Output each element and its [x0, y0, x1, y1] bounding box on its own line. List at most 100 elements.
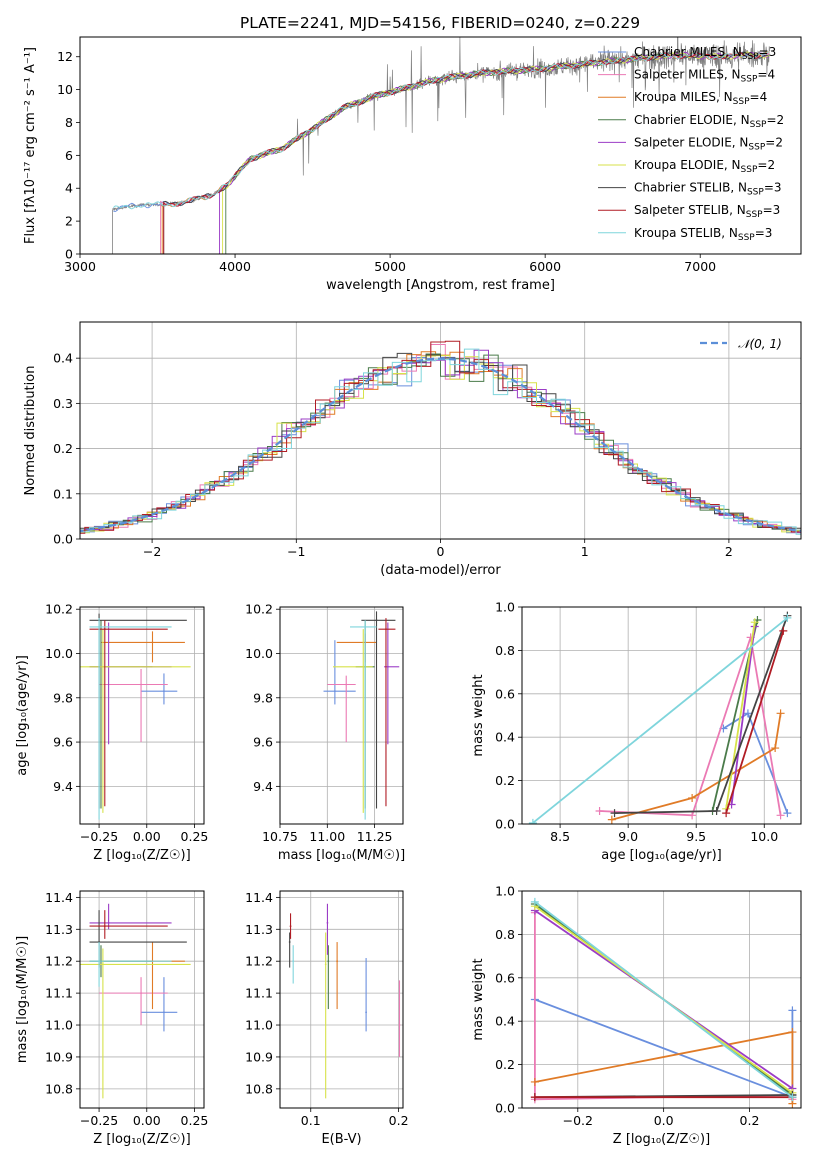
legend-nssp: =3 [764, 181, 782, 195]
y-tick-label: 0.0 [495, 817, 515, 832]
weight-marker-8 [530, 897, 539, 906]
legend-label: Salpeter STELIB, NSSP=3 [634, 203, 780, 220]
y-axis-label: mass [log₁₀(M/M☉)] [15, 936, 30, 1063]
y-tick-label: 11.4 [45, 890, 73, 905]
weight-marker-2 [788, 1028, 797, 1037]
y-tick-label: 0 [65, 247, 73, 262]
weight-line-2 [611, 713, 782, 821]
data-point-7 [385, 628, 387, 631]
weight-marker-2 [688, 793, 697, 802]
legend: Chabrier MILES, NSSP=3 Salpeter MILES, N S… [598, 45, 784, 243]
y-tick-label: 10.0 [45, 646, 73, 661]
x-axis-label: Z [log₁₀(Z/Z☉)] [613, 1132, 710, 1147]
data-point-5 [101, 665, 104, 668]
y-axis-label: mass weight [471, 674, 486, 756]
x-tick-label: −2 [143, 544, 161, 559]
x-axis-label: mass [log₁₀(M/M☉)] [278, 848, 405, 863]
data-point-1 [140, 683, 142, 686]
y-tick-label: 0.3 [53, 396, 73, 411]
legend-label: Kroupa MILES, NSSP=4 [634, 90, 767, 107]
data-point-1 [398, 1024, 401, 1026]
plot-area [80, 322, 801, 539]
panel-residuals: −2 −1 0 1 2 0.0 0.1 0.2 0.3 0.4 (data-model)/error… [23, 321, 802, 578]
x-tick-label: 11.25 [357, 829, 393, 844]
y-tick-label: 0.8 [495, 643, 515, 658]
x-axis-label: wavelength [Angstrom, rest frame] [326, 278, 555, 293]
y-tick-label: 11.2 [45, 954, 73, 969]
legend-subscript: SSP [746, 210, 763, 220]
axes-frame [521, 606, 802, 825]
y-tick-label: 1.0 [495, 884, 515, 899]
y-tick-label: 0.8 [495, 927, 515, 942]
legend-nssp: =3 [759, 45, 777, 59]
y-tick-label: 10.9 [245, 1049, 273, 1064]
weight-marker-8 [783, 613, 792, 622]
model-spectrum-7 [163, 52, 765, 254]
legend-nssp: =4 [757, 68, 775, 82]
y-tick-label: 8 [65, 115, 73, 130]
legend-model-name: Salpeter MILES, N [634, 68, 741, 82]
y-tick-label: 10.8 [245, 1081, 273, 1096]
data-point-2 [336, 960, 339, 963]
data-point-5 [101, 963, 104, 966]
x-tick-label: 0.2 [740, 1113, 760, 1128]
y-tick-label: 9.8 [53, 690, 73, 705]
legend-model-name: Salpeter STELIB, N [634, 203, 746, 217]
figure-title: PLATE=2241, MJD=54156, FIBERID=0240, z=0… [240, 14, 640, 32]
weight-marker-2 [530, 1077, 539, 1086]
model-spectrum-5 [222, 51, 770, 254]
x-tick-label: −1 [287, 544, 305, 559]
plot-area [522, 607, 801, 824]
x-tick-label: 0.2 [389, 1113, 409, 1128]
y-tick-label: 10.8 [45, 1081, 73, 1096]
panel-mass_vs_EBV: 0.1 0.2 10.8 10.9 11.0 11.1 11.2 11.3 11.4 E(B-V) [245, 890, 408, 1147]
weight-marker-2 [771, 744, 780, 753]
panel-age_vs_Z: −0.25 0.00 0.25 9.4 9.6 9.8 10.0 10.2 Z [log₁₀(Z… [15, 602, 208, 863]
x-tick-label: 0 [437, 544, 445, 559]
x-tick-label: 10.0 [750, 829, 778, 844]
data-point-2 [151, 641, 154, 644]
legend-label: Chabrier ELODIE, NSSP=2 [634, 113, 784, 130]
weight-marker-1 [688, 811, 697, 820]
normal-reference-curve [80, 357, 801, 533]
data-point-8 [364, 626, 367, 628]
axes-frame [521, 890, 802, 1109]
legend-label: Chabrier MILES, NSSP=3 [634, 45, 776, 62]
y-tick-label: 2 [65, 214, 73, 229]
weight-marker-6 [610, 809, 619, 818]
y-tick-label: 0.4 [495, 730, 515, 745]
residual-histogram-7 [80, 340, 801, 534]
x-axis-label: age [log₁₀(age/yr)] [601, 848, 722, 863]
y-tick-label: 9.8 [253, 690, 273, 705]
weight-marker-0 [783, 809, 792, 818]
x-tick-label: 0.0 [654, 1113, 674, 1128]
x-axis-label: Z [log₁₀(Z/Z☉)] [93, 848, 190, 863]
x-tick-label: 7000 [684, 259, 716, 274]
weight-line-7 [725, 630, 785, 814]
data-point-7 [103, 628, 106, 631]
legend-subscript: SSP [747, 188, 764, 198]
y-axis-label: age [log₁₀(age/yr)] [15, 655, 30, 776]
y-tick-label: 10.0 [245, 646, 273, 661]
y-tick-label: 0.4 [53, 351, 73, 366]
legend-nssp: =2 [757, 158, 775, 172]
data-point-5 [324, 963, 327, 966]
legend-model-name: Chabrier ELODIE, N [634, 113, 750, 127]
data-point-0 [163, 1011, 165, 1014]
weight-marker-8 [528, 818, 537, 824]
y-tick-label: 9.6 [253, 735, 273, 750]
weight-marker-1 [595, 806, 604, 815]
legend-nssp: =3 [755, 226, 773, 240]
legend-nssp: =3 [763, 203, 781, 217]
x-tick-label: 9.0 [618, 829, 638, 844]
model-spectrum-2 [161, 51, 769, 254]
data-point-0 [163, 690, 165, 693]
y-tick-label: 11.3 [45, 922, 73, 937]
axes-frame [279, 890, 404, 1109]
weight-marker-2 [607, 815, 616, 824]
data-point-4 [386, 665, 389, 668]
legend-subscript: SSP [733, 97, 750, 107]
x-tick-label: 4000 [219, 259, 251, 274]
x-tick-label: 11.00 [309, 829, 345, 844]
